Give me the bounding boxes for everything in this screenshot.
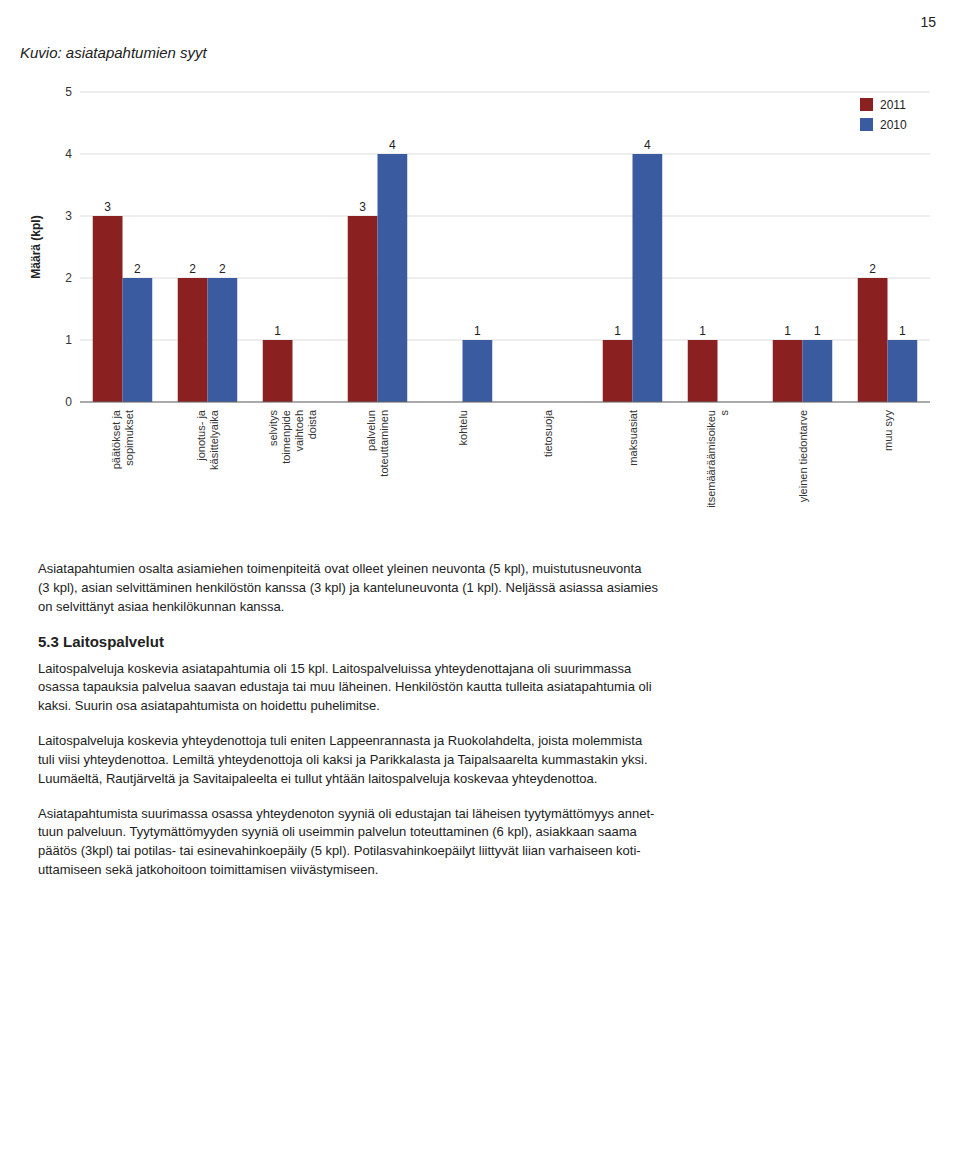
x-tick-label: palveluntoteuttaminen: [365, 410, 390, 477]
legend-label: 2010: [880, 118, 907, 132]
bar: [888, 340, 918, 402]
paragraph: Laitospalveluja koskevia asiatapahtumia …: [38, 660, 922, 717]
legend-swatch: [860, 118, 873, 131]
data-label: 2: [219, 262, 226, 276]
legend-label: 2011: [880, 98, 906, 112]
text-blocks: Asiatapahtumien osalta asiamiehen toimen…: [38, 560, 922, 896]
bar: [208, 278, 238, 402]
data-label: 4: [644, 138, 651, 152]
x-tick-label: tietosuoja: [542, 409, 554, 457]
grid-line: [80, 92, 930, 93]
bar: [348, 216, 378, 402]
chart-svg: 0 1 2 3 4 5 Määrä (kpl) 3 2 1 3 1 1 1 2 2 2 4 1 4 1 1 päätökse…: [0, 72, 960, 552]
bar: [378, 154, 408, 402]
y-tick-label: 3: [65, 209, 72, 223]
x-tick-label: kohtelu: [457, 410, 469, 445]
page-number: 15: [920, 14, 936, 30]
y-tick-label: 1: [65, 333, 72, 347]
data-label: 2: [869, 262, 876, 276]
bar: [93, 216, 123, 402]
data-label: 1: [699, 324, 706, 338]
grid-line: [80, 216, 930, 217]
data-label: 1: [614, 324, 621, 338]
paragraph: Asiatapahtumista suurimassa osassa yhtey…: [38, 805, 922, 880]
data-label: 1: [899, 324, 906, 338]
legend: 2011 2010: [860, 98, 907, 132]
bar: [603, 340, 633, 402]
bar: [858, 278, 888, 402]
x-tick-label: itsemääräämisoikeus: [705, 410, 730, 508]
bar: [263, 340, 293, 402]
section-heading: 5.3 Laitospalvelut: [38, 633, 922, 650]
paragraph: Asiatapahtumien osalta asiamiehen toimen…: [38, 560, 922, 617]
data-label: 4: [389, 138, 396, 152]
x-tick-label: päätökset jasopimukset: [110, 409, 135, 469]
chart-container: 0 1 2 3 4 5 Määrä (kpl) 3 2 1 3 1 1 1 2 2 2 4 1 4 1 1 päätökse…: [0, 72, 960, 556]
paragraph: Laitospalveluja koskevia yhteydenottoja …: [38, 732, 922, 789]
chart-title: Kuvio: asiatapahtumien syyt: [20, 44, 207, 61]
data-label: 1: [474, 324, 481, 338]
data-label: 3: [359, 200, 366, 214]
bar: [688, 340, 718, 402]
legend-swatch: [860, 98, 873, 111]
bar: [123, 278, 153, 402]
x-tick-label: selvitystoimenpidevaihtoehdoista: [267, 409, 318, 464]
x-axis-line: [80, 402, 930, 403]
y-tick-label: 0: [65, 395, 72, 409]
data-label: 3: [104, 200, 111, 214]
x-tick-label: maksuasiat: [627, 410, 639, 466]
data-label: 1: [814, 324, 821, 338]
grid-line: [80, 154, 930, 155]
data-labels: 3 2 1 3 1 1 1 2 2 2 4 1 4 1 1: [104, 138, 906, 338]
y-tick-label: 2: [65, 271, 72, 285]
bar: [633, 154, 663, 402]
bar: [773, 340, 803, 402]
y-axis-label: Määrä (kpl): [29, 215, 43, 278]
bar: [178, 278, 208, 402]
x-tick-label: muu syy: [882, 410, 894, 451]
bars: [93, 154, 918, 402]
bar: [803, 340, 833, 402]
y-tick-label: 5: [65, 85, 72, 99]
data-label: 1: [274, 324, 281, 338]
data-label: 2: [189, 262, 196, 276]
y-tick-label: 4: [65, 147, 72, 161]
grid: [80, 92, 930, 402]
x-tick-label: jonotus- jakäsittelyaika: [195, 409, 220, 470]
data-label: 1: [784, 324, 791, 338]
data-label: 2: [134, 262, 141, 276]
grid-line: [80, 402, 930, 403]
bar: [463, 340, 493, 402]
x-tick-label: yleinen tiedontarve: [797, 410, 809, 502]
